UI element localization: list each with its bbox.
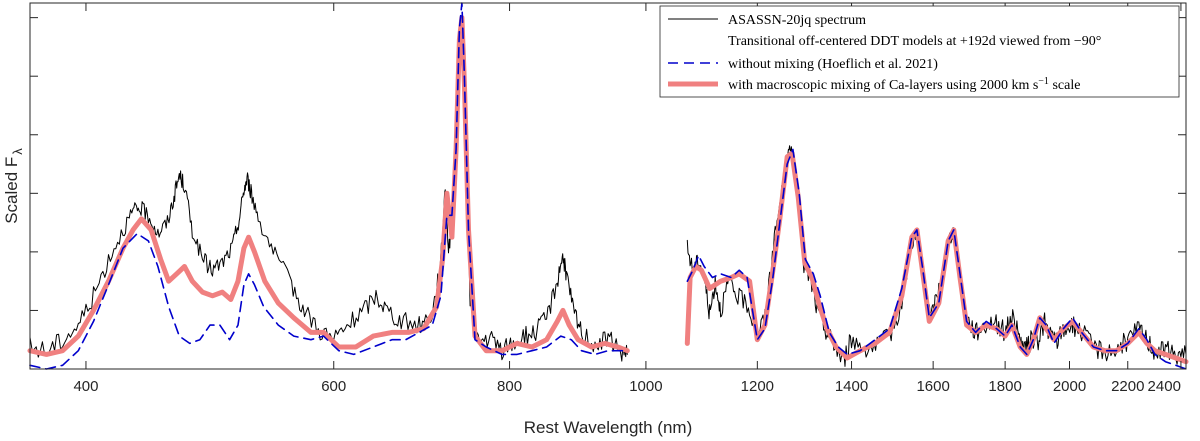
legend-label-mixing-text: with macroscopic mixing of Ca-layers usi…: [728, 78, 1038, 93]
x-tick-label: 1600: [916, 378, 949, 395]
legend-header: Transitional off-centered DDT models at …: [728, 34, 1101, 49]
x-tick-label: 1800: [988, 378, 1021, 395]
legend-label-mixing-suffix: scale: [1049, 78, 1080, 93]
x-tick-label: 800: [497, 378, 522, 395]
series-model-mixing: [27, 15, 630, 357]
series-model-no-mixing: [686, 148, 1187, 370]
x-tick-label: 2000: [1053, 378, 1086, 395]
x-tick-label: 1200: [741, 378, 774, 395]
x-tick-label: 1000: [629, 378, 662, 395]
legend-label-no-mixing: without mixing (Hoeflich et al. 2021): [728, 57, 938, 72]
y-axis-label: Scaled F λ: [2, 148, 25, 224]
legend-label-spectrum: ASASSN-20jq spectrum: [728, 13, 866, 28]
legend-label-mixing: with macroscopic mixing of Ca-layers usi…: [728, 76, 1080, 93]
legend-box: [659, 5, 1180, 98]
legend: ASASSN-20jq spectrum Transitional off-ce…: [659, 5, 1180, 98]
y-axis-label-main: Scaled F: [2, 157, 21, 224]
legend-label-mixing-sup: −1: [1038, 76, 1049, 87]
x-tick-label: 1400: [835, 378, 868, 395]
x-tick-label: 600: [321, 378, 346, 395]
plot-frame: [29, 2, 1187, 370]
series-model-no-mixing: [29, 2, 629, 370]
series-observed-spectrum: [29, 26, 628, 362]
x-tick-label: 2400: [1148, 378, 1181, 395]
x-axis-label: Rest Wavelength (nm): [524, 418, 692, 437]
axis-layer: 400 600 800 1000 1200 1400 1600 1800 2000 2200 240…: [30, 3, 1186, 395]
x-tick-label: 400: [73, 378, 98, 395]
y-axis-label-subscript: λ: [10, 148, 25, 155]
x-tick-label: 2200: [1111, 378, 1144, 395]
series-layer: [27, 2, 1189, 370]
